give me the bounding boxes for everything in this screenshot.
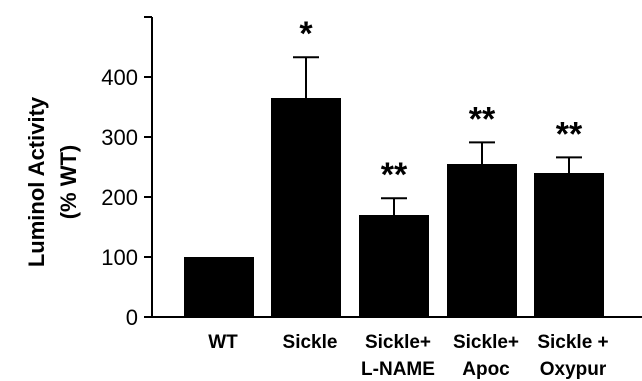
y-axis-title-line: Luminol Activity <box>24 96 49 267</box>
y-tick-label: 200 <box>101 185 138 210</box>
category-label: L-NAME <box>361 359 435 380</box>
bar <box>534 173 604 317</box>
category-label: Sickle+ <box>365 332 431 353</box>
y-axis-title: Luminol Activity (% WT) <box>24 96 81 267</box>
y-tick-label: 400 <box>101 65 138 90</box>
category-label: Sickle+ <box>453 332 519 353</box>
bars <box>184 98 604 317</box>
category-label: Sickle + <box>537 332 608 353</box>
significance-marker: * <box>299 15 313 53</box>
y-tick-label: 100 <box>101 245 138 270</box>
category-labels: WT Sickle Sickle+ L-NAME Sickle+ Apoc Sickle +… <box>208 332 608 380</box>
significance-marker: ** <box>556 115 583 153</box>
category-label: Apoc <box>462 359 510 380</box>
significance-markers: ***** ** <box>299 15 583 194</box>
bar <box>359 215 429 317</box>
category-label: Oxypur <box>540 359 607 380</box>
y-axis-title-line: (% WT) <box>56 145 81 220</box>
significance-marker: ** <box>381 156 408 194</box>
category-label: Sickle <box>283 332 338 353</box>
bar <box>184 257 254 317</box>
category-label: WT <box>208 332 238 353</box>
bar <box>271 98 341 317</box>
error-bars <box>293 56 582 215</box>
y-tick-label: 0 <box>126 305 138 330</box>
bar <box>447 164 517 317</box>
y-tick-label: 300 <box>101 125 138 150</box>
significance-marker: ** <box>469 100 496 138</box>
